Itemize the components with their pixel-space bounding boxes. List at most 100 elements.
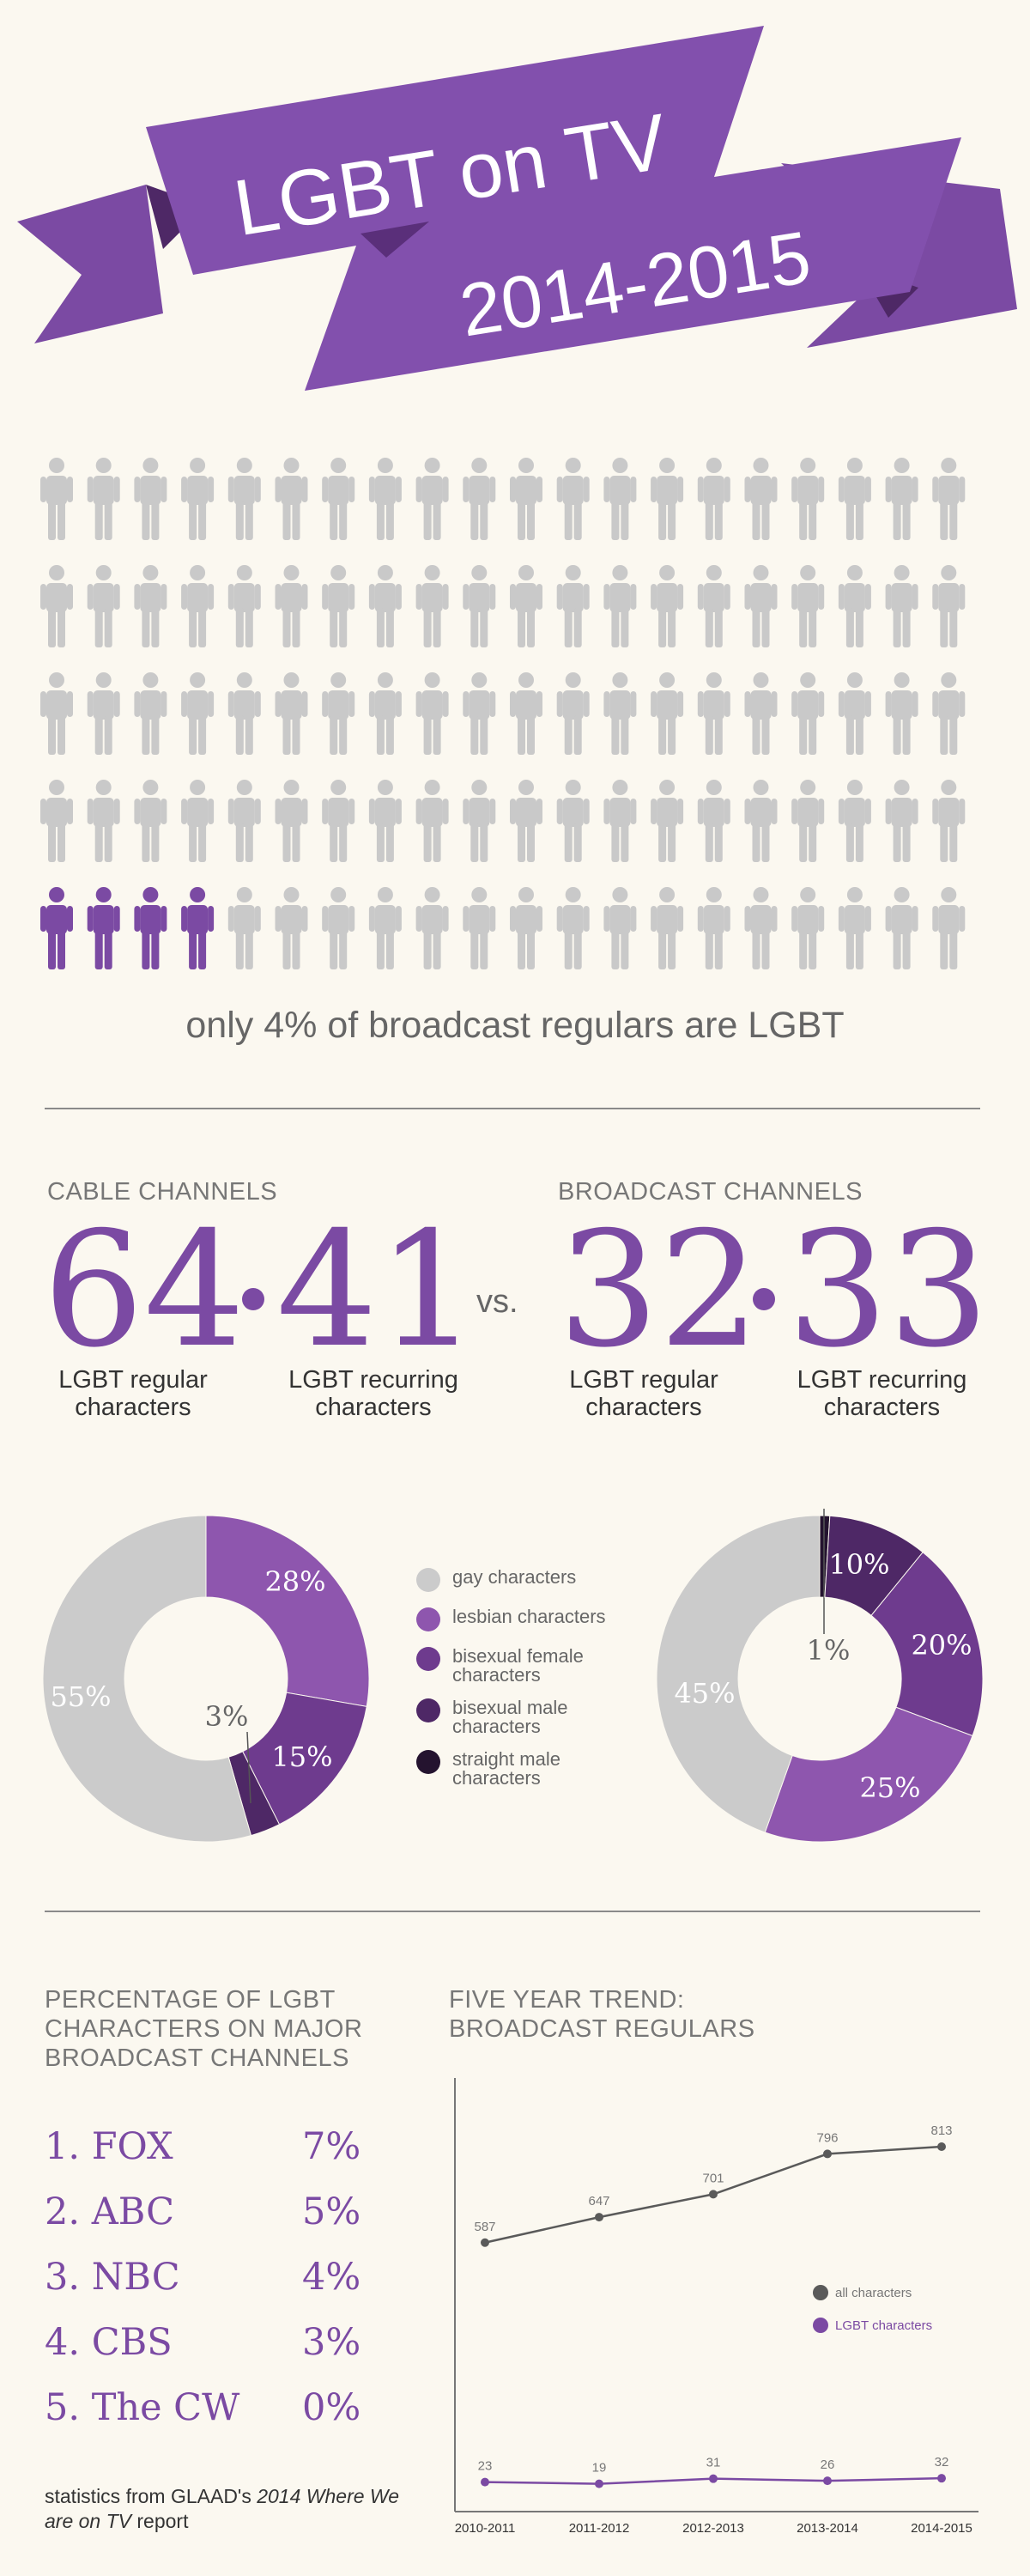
person-icon [40,780,73,862]
legend-label: gay characters [452,1566,577,1588]
person-icon [227,458,261,540]
person-icon [227,565,261,647]
data-point [709,2474,718,2483]
channel-name: 2. ABC [45,2190,175,2233]
person-icon [556,565,590,647]
person-icon [415,458,449,540]
legend-label: straight male characters [452,1748,560,1789]
person-icon [838,887,871,969]
person-icon [275,565,308,647]
broadcast-regular-label: LGBT regular characters [569,1366,718,1421]
person-icon [134,780,167,862]
donut-slice [656,1515,821,1833]
legend-item-gay: gay characters [416,1568,633,1597]
person-icon [87,780,120,862]
person-icon [87,672,120,755]
person-icon [932,672,966,755]
title-banner: LGBT on TV 2014-2015 [17,26,1017,391]
data-label: 32 [935,2455,949,2470]
legend-label: lesbian characters [452,1606,606,1627]
donut-label-leader [246,1731,251,1804]
pictogram-grid [40,458,966,969]
person-icon [227,887,261,969]
person-icon [368,887,402,969]
person-icon [651,672,684,755]
person-icon [463,887,496,969]
person-icon [932,780,966,862]
data-label: 31 [706,2456,721,2470]
data-label: 23 [478,2459,493,2474]
person-icon [556,780,590,862]
person-icon-highlighted [40,887,73,969]
source-prefix: statistics from GLAAD's [45,2485,258,2507]
person-icon [415,565,449,647]
person-icon [510,887,542,969]
banner-fold-middle [360,222,429,258]
broadcast-recurring-count: 33 [787,1197,990,1382]
person-icon [227,672,261,755]
legend-dot-icon [813,2318,828,2333]
donut-slice-label: 1% [807,1634,851,1667]
person-icon [697,887,730,969]
data-point [595,2213,603,2222]
data-point [937,2474,946,2483]
ranking-title: PERCENTAGE OF LGBT CHARACTERS ON MAJOR B… [45,1985,362,2074]
person-icon [697,565,730,647]
person-icon [227,780,261,862]
legend-dot-icon [416,1607,440,1631]
data-point [823,2476,832,2486]
cable-recurring-count: 41 [276,1197,479,1382]
person-icon [603,458,637,540]
donut-slice [764,1706,973,1843]
person-icon [322,780,355,862]
person-icon [322,565,355,647]
banner-tail-left [17,185,163,343]
person-icon [134,565,167,647]
person-icon [932,887,966,969]
person-icon [368,458,402,540]
person-icon [744,458,778,540]
person-icon [932,565,966,647]
data-point [481,2477,489,2487]
ranking-title-line: PERCENTAGE OF LGBT [45,1986,336,2014]
broadcast-label: BROADCAST CHANNELS [558,1178,863,1206]
person-icon [744,887,778,969]
person-icon [134,458,167,540]
donut-slice-label: 45% [674,1677,735,1710]
person-icon [181,780,215,862]
person-icon [791,458,825,540]
data-point [937,2142,946,2152]
ranking-row: 5. The CW 0% [45,2386,371,2438]
legend-label: LGBT characters [835,2318,932,2333]
person-icon [322,887,355,969]
person-icon [651,565,684,647]
person-icon [134,672,167,755]
x-tick-label: 2012-2013 [682,2521,744,2536]
person-icon [510,780,542,862]
source-suffix: report [131,2509,189,2532]
person-icon [885,458,918,540]
person-icon [651,780,684,862]
x-tick-label: 2013-2014 [797,2521,858,2536]
channel-percent: 5% [302,2190,361,2233]
legend-dot-icon [416,1750,440,1774]
person-icon [275,887,308,969]
person-icon [463,458,496,540]
divider-1 [45,1108,980,1109]
donut-slice [42,1515,252,1843]
x-tick-label: 2014-2015 [911,2521,972,2536]
data-label: 587 [474,2220,495,2234]
donut-slice-label: 25% [859,1771,920,1804]
donut-slice-label: 3% [205,1700,249,1733]
person-icon [556,887,590,969]
person-icon-highlighted [134,887,167,969]
data-label: 647 [588,2194,609,2208]
person-icon [275,672,308,755]
person-icon [463,565,496,647]
x-tick-label: 2010-2011 [455,2521,516,2536]
person-icon [603,565,637,647]
person-icon [885,672,918,755]
person-icon [87,458,120,540]
person-icon [40,458,73,540]
person-icon [651,458,684,540]
